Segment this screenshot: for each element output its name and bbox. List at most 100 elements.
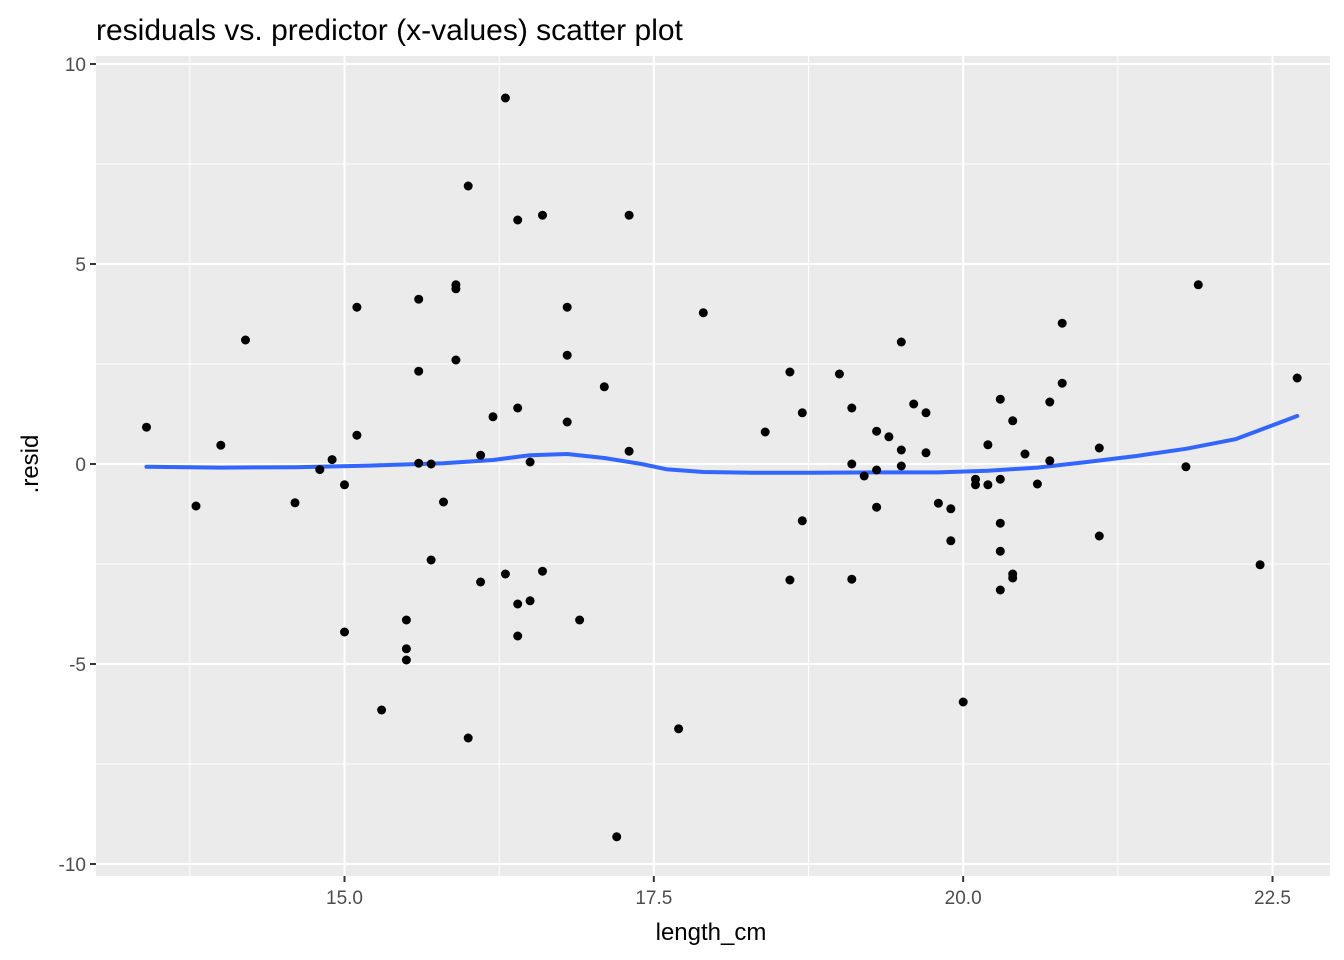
data-point xyxy=(797,408,807,418)
y-tick-label: 10 xyxy=(65,55,86,76)
x-tick-label: 15.0 xyxy=(326,888,363,909)
y-tick-label: -5 xyxy=(69,655,86,676)
data-point xyxy=(995,585,1005,595)
data-point xyxy=(142,422,151,432)
y-axis-ticks: -10 -5 0 5 10 xyxy=(59,55,96,876)
data-point xyxy=(884,432,894,442)
data-point xyxy=(463,733,473,743)
data-point xyxy=(995,474,1005,484)
data-point xyxy=(785,575,795,585)
data-point xyxy=(414,294,424,304)
chart-title: residuals vs. predictor (x-values) scatt… xyxy=(96,14,684,47)
data-point xyxy=(995,518,1005,528)
data-point xyxy=(488,412,498,422)
data-point xyxy=(909,399,919,409)
data-point xyxy=(191,501,201,511)
data-point xyxy=(377,705,387,715)
data-point xyxy=(896,445,906,455)
data-point xyxy=(513,215,523,225)
data-point xyxy=(451,355,461,365)
data-point xyxy=(847,574,857,584)
data-point xyxy=(1020,449,1030,459)
y-axis-title: .resid xyxy=(17,435,44,494)
data-point xyxy=(995,546,1005,556)
data-point xyxy=(1008,573,1018,583)
data-point xyxy=(327,455,337,465)
data-point xyxy=(1045,456,1055,466)
data-point xyxy=(538,210,547,220)
y-tick-label: 5 xyxy=(75,255,86,276)
data-point xyxy=(872,502,882,512)
data-point xyxy=(872,426,882,436)
data-point xyxy=(525,457,535,467)
data-point xyxy=(896,461,906,471)
data-point xyxy=(241,335,250,345)
data-point xyxy=(933,498,943,508)
data-point xyxy=(538,566,547,576)
data-point xyxy=(401,615,411,625)
data-point xyxy=(340,480,349,490)
minor-gridlines xyxy=(96,56,1330,876)
x-tick-label: 17.5 xyxy=(635,888,672,909)
data-point xyxy=(315,465,325,475)
data-point xyxy=(971,480,980,490)
x-axis-title: length_cm xyxy=(656,919,767,946)
data-point xyxy=(414,458,424,468)
data-point xyxy=(872,465,882,475)
data-point xyxy=(1094,531,1104,541)
data-point xyxy=(401,644,411,654)
data-point xyxy=(476,450,486,460)
data-point xyxy=(624,446,634,456)
data-point xyxy=(1094,443,1104,453)
data-point xyxy=(921,448,931,458)
data-point xyxy=(1008,416,1018,426)
data-point xyxy=(426,459,436,469)
data-point xyxy=(513,599,523,609)
data-point xyxy=(414,366,424,376)
data-point xyxy=(599,382,609,392)
data-point xyxy=(946,536,956,546)
data-point xyxy=(624,210,634,220)
data-point xyxy=(463,181,473,191)
x-tick-label: 20.0 xyxy=(945,888,982,909)
data-point xyxy=(426,555,436,565)
data-point xyxy=(476,577,486,587)
y-tick-label: 0 xyxy=(75,455,86,476)
data-point xyxy=(921,408,931,418)
data-point xyxy=(439,497,448,507)
data-point xyxy=(575,615,585,625)
data-point xyxy=(562,350,572,360)
data-point xyxy=(340,627,349,637)
data-point xyxy=(983,440,993,450)
data-point xyxy=(859,471,869,481)
data-point xyxy=(451,284,461,294)
y-tick-label: -10 xyxy=(59,855,86,876)
data-point xyxy=(513,403,523,413)
data-point xyxy=(1032,479,1042,489)
data-point xyxy=(785,367,795,377)
data-point xyxy=(1057,318,1067,328)
data-point xyxy=(562,302,572,312)
data-point xyxy=(290,498,300,508)
major-gridlines xyxy=(96,56,1330,876)
data-point xyxy=(216,440,226,450)
data-point xyxy=(946,504,956,514)
data-point xyxy=(1057,378,1067,388)
data-point xyxy=(401,655,411,665)
data-point xyxy=(562,417,572,427)
data-point xyxy=(834,369,844,379)
data-point xyxy=(500,569,510,579)
data-point xyxy=(525,596,535,606)
x-tick-label: 22.5 xyxy=(1254,888,1291,909)
data-point xyxy=(513,631,523,641)
data-point xyxy=(847,459,857,469)
data-point xyxy=(896,337,906,347)
data-point xyxy=(612,832,622,842)
data-point xyxy=(995,394,1005,404)
data-point xyxy=(797,516,807,526)
x-axis-ticks: 15.0 17.5 20.0 22.5 xyxy=(326,876,1291,909)
data-point xyxy=(352,430,362,440)
data-point xyxy=(847,403,857,413)
data-point xyxy=(1193,280,1203,290)
